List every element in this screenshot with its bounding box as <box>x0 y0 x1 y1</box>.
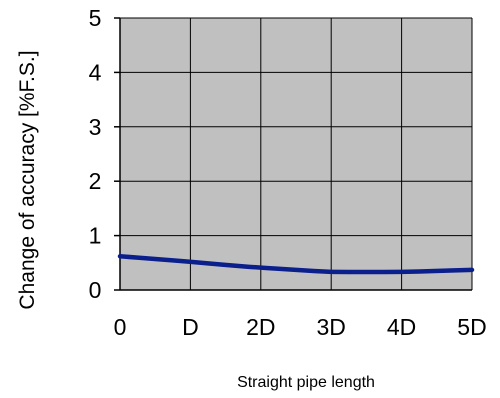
plot-area <box>120 18 472 290</box>
x-tick-label: D <box>182 314 199 340</box>
y-tick-label: 4 <box>89 59 102 85</box>
y-tick-labels: 0 1 2 3 4 5 <box>89 5 102 303</box>
x-axis-label: Straight pipe length <box>237 374 375 391</box>
x-tick-label: 3D <box>316 314 345 340</box>
axes <box>114 17 472 291</box>
y-tick-label: 1 <box>89 223 102 249</box>
x-tick-label: 2D <box>246 314 275 340</box>
series-layer <box>117 254 475 275</box>
series-line-0 <box>117 254 475 275</box>
x-tick-label: 0 <box>114 314 127 340</box>
y-tick-label: 3 <box>89 114 102 140</box>
y-tick-label: 0 <box>89 277 102 303</box>
x-tick-labels: 0 D 2D 3D 4D 5D <box>114 314 487 340</box>
y-axis-label: Change of accuracy [%F.S.] <box>16 50 39 309</box>
y-tick-label: 2 <box>89 168 102 194</box>
x-tick-label: 5D <box>457 314 486 340</box>
y-tick-label: 5 <box>89 5 102 31</box>
x-tick-label: 4D <box>387 314 416 340</box>
